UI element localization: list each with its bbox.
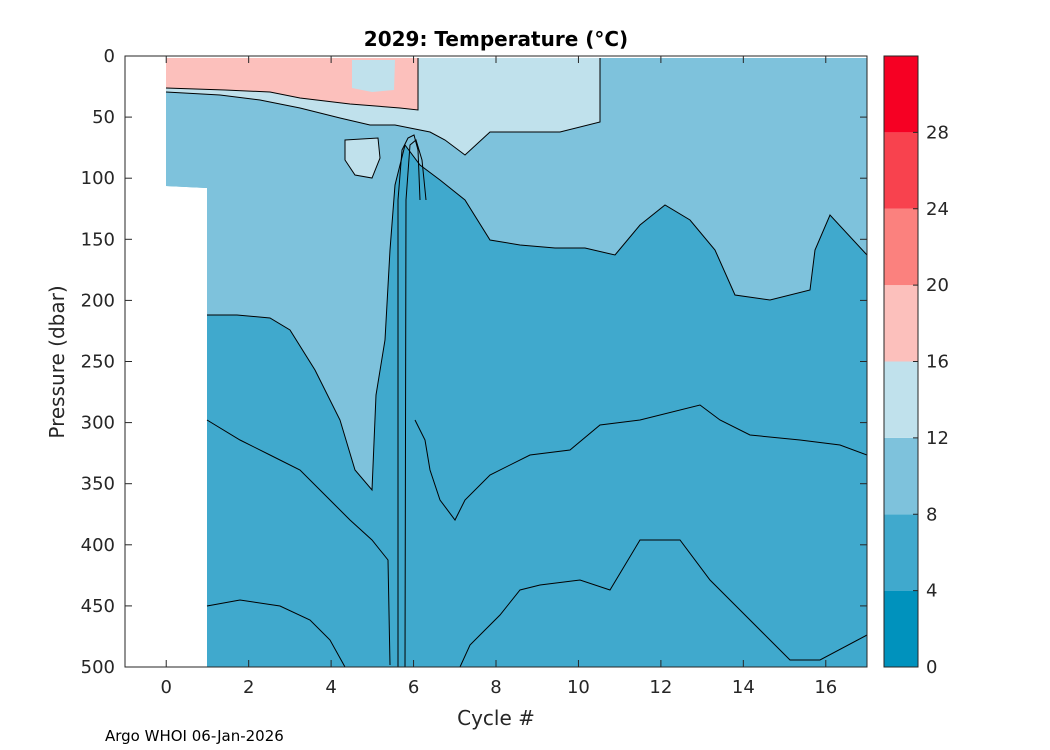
region-8-12 [166, 58, 867, 490]
y-tick-label: 500 [81, 657, 115, 678]
y-axis-label: Pressure (dbar) [45, 285, 69, 438]
y-tick-label: 0 [104, 46, 115, 67]
y-tick-label: 300 [81, 413, 115, 434]
contour-thermocline-inner-1 [397, 134, 421, 667]
x-tick-label: 6 [408, 677, 419, 698]
colorbar-tick-label: 16 [926, 352, 949, 373]
y-tick-label: 450 [81, 596, 115, 617]
contour-deep-1 [206, 419, 391, 666]
colorbar-swatch [884, 56, 918, 133]
x-axis-label: Cycle # [457, 706, 535, 730]
colorbar-tick-label: 8 [926, 504, 937, 525]
x-tick-label: 14 [732, 677, 755, 698]
colorbar-tick-label: 28 [926, 122, 949, 143]
colorbar-swatch [884, 285, 918, 362]
x-tick-label: 0 [160, 677, 171, 698]
colorbar-swatch [884, 208, 918, 286]
colorbar-swatch [884, 361, 918, 438]
contour-16 [165, 58, 419, 111]
contour-thermocline-inner-2 [404, 139, 427, 667]
region-12-16-surface-patch [352, 60, 395, 92]
colorbar-tick-label: 0 [926, 657, 937, 678]
colorbar-swatch [884, 437, 918, 515]
y-tick-label: 150 [81, 229, 115, 250]
region-12-16-patch [345, 138, 380, 178]
contour-12 [165, 58, 601, 156]
x-tick-label: 8 [490, 677, 501, 698]
contour-8 [207, 143, 867, 492]
y-tick-label: 400 [81, 535, 115, 556]
colorbar [884, 56, 918, 667]
y-tick-label: 50 [92, 107, 115, 128]
colorbar-tick-label: 4 [926, 581, 937, 602]
y-tick-label: 350 [81, 474, 115, 495]
colorbar-swatch [884, 590, 918, 667]
colorbar-tick-label: 20 [926, 275, 949, 296]
y-tick-label: 100 [81, 168, 115, 189]
contour-12-patch [344, 137, 381, 179]
x-tick-label: 12 [649, 677, 672, 698]
colorbar-swatch [884, 132, 918, 209]
contour-deep-2 [206, 599, 346, 667]
colorbar-tick-label: 12 [926, 428, 949, 449]
y-tick-label: 250 [81, 352, 115, 373]
x-tick-label: 2 [243, 677, 254, 698]
x-tick-label: 4 [325, 677, 336, 698]
colorbar-swatch [884, 514, 918, 591]
y-tick-label: 200 [81, 290, 115, 311]
contour-deep-4 [459, 539, 867, 667]
x-tick-label: 16 [814, 677, 837, 698]
colorbar-tick-label: 24 [926, 199, 949, 220]
x-tick-label: 10 [567, 677, 590, 698]
contour-deep-3 [414, 404, 867, 521]
footer-credit: Argo WHOI 06-Jan-2026 [105, 727, 284, 745]
chart-title: 2029: Temperature (°C) [364, 27, 628, 51]
